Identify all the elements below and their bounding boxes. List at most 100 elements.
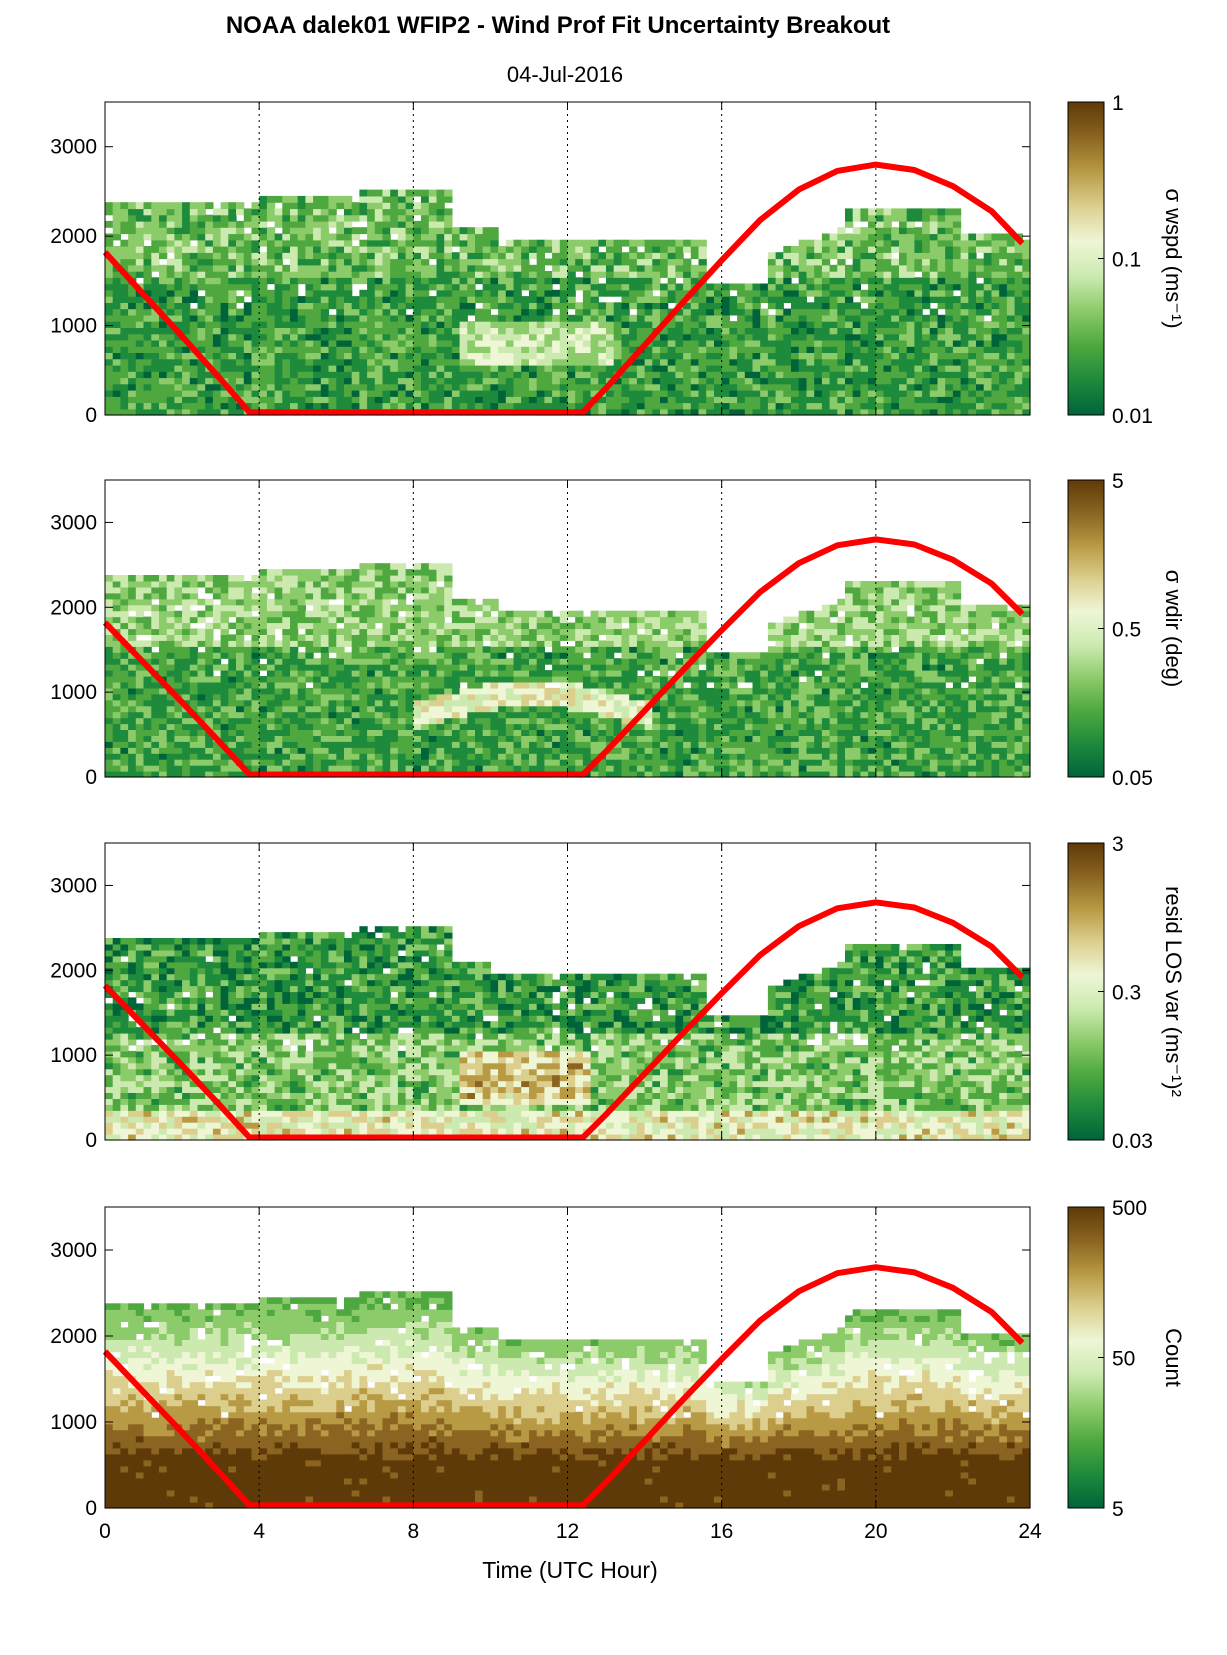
heatmap-cell bbox=[590, 352, 599, 360]
heatmap-cell bbox=[305, 622, 314, 630]
heatmap-cell bbox=[367, 676, 376, 683]
heatmap-cell bbox=[490, 246, 499, 253]
heatmap-cell bbox=[128, 358, 137, 366]
heatmap-cell bbox=[351, 314, 360, 322]
heatmap-cell bbox=[236, 408, 245, 416]
heatmap-cell bbox=[282, 575, 291, 582]
heatmap-cell bbox=[436, 296, 445, 303]
heatmap-cell bbox=[367, 314, 376, 322]
heatmap-cell bbox=[552, 289, 561, 297]
heatmap-cell bbox=[305, 676, 314, 683]
heatmap-cell bbox=[467, 302, 476, 310]
heatmap-cell bbox=[382, 402, 391, 410]
heatmap-cell bbox=[351, 682, 360, 689]
heatmap-cell bbox=[791, 333, 800, 341]
heatmap-cell bbox=[197, 759, 206, 766]
heatmap-cell bbox=[559, 339, 569, 347]
heatmap-cell bbox=[228, 747, 237, 754]
heatmap-cell bbox=[344, 333, 353, 341]
heatmap-cell bbox=[313, 699, 322, 707]
heatmap-cell bbox=[798, 308, 807, 316]
heatmap-cell bbox=[906, 233, 915, 241]
heatmap-cell bbox=[814, 346, 823, 353]
heatmap-cell bbox=[459, 308, 468, 316]
heatmap-cell bbox=[320, 264, 330, 272]
heatmap-cell bbox=[559, 258, 569, 266]
heatmap-cell bbox=[259, 687, 268, 695]
heatmap-cell bbox=[290, 646, 299, 653]
heatmap-cell bbox=[413, 358, 422, 366]
heatmap-cell bbox=[883, 208, 892, 216]
heatmap-cell bbox=[590, 346, 599, 353]
heatmap-cell bbox=[929, 352, 939, 360]
heatmap-cell bbox=[914, 296, 923, 303]
heatmap-cell bbox=[937, 408, 946, 416]
heatmap-cell bbox=[159, 377, 168, 385]
heatmap-cell bbox=[1014, 252, 1023, 260]
heatmap-cell bbox=[159, 214, 168, 222]
heatmap-cell bbox=[667, 264, 676, 272]
heatmap-cell bbox=[220, 214, 229, 222]
heatmap-cell bbox=[421, 383, 430, 391]
heatmap-cell bbox=[274, 652, 283, 659]
heatmap-cell bbox=[490, 314, 499, 322]
heatmap-cell bbox=[567, 271, 576, 278]
heatmap-cell bbox=[821, 371, 831, 379]
heatmap-cell bbox=[544, 308, 553, 316]
heatmap-cell bbox=[544, 271, 553, 278]
heatmap-cell bbox=[845, 296, 854, 303]
heatmap-cell bbox=[559, 264, 569, 272]
heatmap-cell bbox=[390, 208, 399, 216]
heatmap-cell bbox=[421, 339, 430, 347]
heatmap-cell bbox=[328, 664, 337, 671]
heatmap-cell bbox=[290, 352, 299, 360]
heatmap-cell bbox=[652, 358, 661, 366]
heatmap-cell bbox=[598, 358, 607, 366]
heatmap-cell bbox=[960, 308, 969, 316]
heatmap-cell bbox=[952, 208, 962, 216]
heatmap-cell bbox=[344, 759, 353, 766]
figure-subtitle: 04-Jul-2016 bbox=[507, 62, 623, 87]
heatmap-cell bbox=[899, 308, 908, 316]
heatmap-cell bbox=[405, 687, 414, 695]
heatmap-cell bbox=[482, 258, 491, 266]
heatmap-cell bbox=[112, 220, 121, 228]
heatmap-cell bbox=[636, 390, 646, 397]
heatmap-cell bbox=[675, 239, 684, 247]
heatmap-cell bbox=[505, 302, 515, 310]
heatmap-cell bbox=[135, 264, 145, 272]
heatmap-cell bbox=[282, 277, 291, 285]
heatmap-cell bbox=[482, 377, 491, 385]
heatmap-cell bbox=[297, 233, 306, 241]
heatmap-cell bbox=[112, 575, 121, 582]
heatmap-cell bbox=[629, 408, 638, 416]
heatmap-cell bbox=[421, 396, 430, 404]
heatmap-cell bbox=[320, 652, 330, 659]
heatmap-cell bbox=[798, 327, 807, 335]
heatmap-cell bbox=[220, 358, 229, 366]
heatmap-cell bbox=[351, 640, 360, 647]
heatmap-cell bbox=[505, 277, 515, 285]
heatmap-cell bbox=[444, 258, 453, 266]
heatmap-cell bbox=[960, 333, 969, 341]
heatmap-cell bbox=[336, 759, 345, 766]
heatmap-cell bbox=[189, 390, 199, 397]
heatmap-cell bbox=[806, 408, 815, 416]
heatmap-cell bbox=[166, 358, 175, 366]
heatmap-cell bbox=[737, 364, 746, 372]
heatmap-cell bbox=[297, 396, 306, 404]
heatmap-cell bbox=[166, 264, 175, 272]
heatmap-cell bbox=[976, 327, 985, 335]
heatmap-cell bbox=[660, 383, 669, 391]
heatmap-cell bbox=[652, 252, 661, 260]
heatmap-cell bbox=[197, 346, 206, 353]
heatmap-cell bbox=[891, 308, 900, 316]
heatmap-cell bbox=[1022, 408, 1031, 416]
heatmap-cell bbox=[660, 258, 669, 266]
heatmap-cell bbox=[351, 699, 360, 707]
heatmap-cell bbox=[421, 333, 430, 341]
heatmap-cell bbox=[259, 741, 268, 748]
heatmap-cell bbox=[212, 264, 222, 272]
heatmap-cell bbox=[182, 289, 191, 297]
heatmap-cell bbox=[397, 622, 407, 630]
